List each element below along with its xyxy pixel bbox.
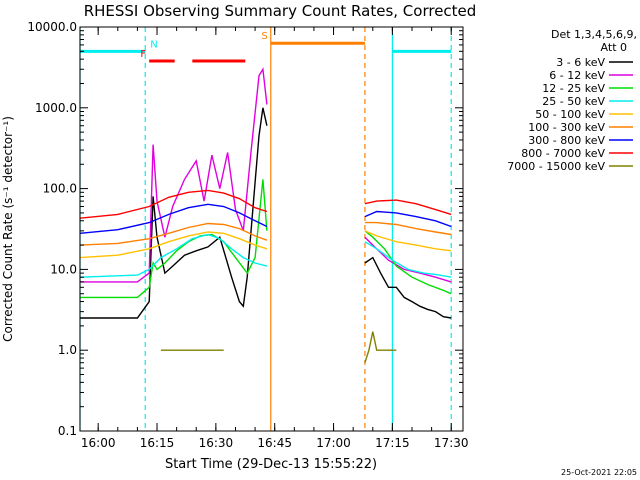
legend-item-label: 6 - 12 keV <box>549 69 605 82</box>
series-line <box>79 231 268 259</box>
series-line <box>79 189 268 219</box>
plot-frame <box>79 26 464 432</box>
series-800-7000keV <box>79 189 452 219</box>
series-25-50keV <box>79 233 452 278</box>
series-line <box>79 233 268 278</box>
series-line <box>364 236 452 283</box>
legend-header-line-1: Det 1,3,4,5,6,9, <box>551 28 637 41</box>
series-12-25keV <box>80 179 452 299</box>
y-tick-label: 1000.0 <box>35 101 77 115</box>
series-6-12keV <box>80 67 452 283</box>
y-tick-label: 100.0 <box>43 182 77 196</box>
x-tick-label: 16:45 <box>257 436 292 450</box>
y-axis: 0.1 1.0 10.0 100.0 1000.0 10000.0 <box>27 20 463 438</box>
x-tick-label: 16:15 <box>140 436 175 450</box>
series-line <box>80 67 268 283</box>
series-50-100keV <box>79 230 452 259</box>
legend-item-label: 3 - 6 keV <box>556 56 605 69</box>
y-tick-label: 1.0 <box>58 343 77 357</box>
y-tick-label: 10000.0 <box>27 20 77 34</box>
series-3-6keV <box>80 107 452 319</box>
chart-title: RHESSI Observing Summary Count Rates, Co… <box>84 2 477 20</box>
x-tick-label: 16:00 <box>81 436 116 450</box>
x-axis-label: Start Time (29-Dec-13 15:55:22) <box>165 457 377 472</box>
series-line <box>364 241 452 278</box>
y-axis-label: Corrected Count Rate (s⁻¹ detector⁻¹) <box>1 116 15 342</box>
series-line <box>364 199 452 216</box>
series-line <box>364 230 452 252</box>
series-7000-15000keV <box>160 331 397 363</box>
x-tick-label: 16:30 <box>199 436 234 450</box>
instrument-flags: NF S <box>80 31 452 63</box>
render-timestamp: 25-Oct-2021 22:05 <box>561 468 637 477</box>
series-line <box>79 203 268 234</box>
legend-item-label: 12 - 25 keV <box>542 82 605 95</box>
series-layer <box>79 67 452 363</box>
series-line <box>364 331 397 363</box>
series-line <box>364 230 452 295</box>
series-100-300keV <box>79 221 452 246</box>
series-line <box>80 107 268 319</box>
legend-item-label: 7000 - 15000 keV <box>507 160 605 173</box>
series-line <box>364 221 452 236</box>
series-line <box>364 210 452 228</box>
legend-item-label: 50 - 100 keV <box>535 108 605 121</box>
y-tick-label: 10.0 <box>50 262 77 276</box>
x-tick-label: 17:30 <box>434 436 469 450</box>
series-line <box>79 222 268 246</box>
x-tick-label: 17:00 <box>316 436 351 450</box>
flag-label: F <box>140 49 146 60</box>
legend-item-label: 800 - 7000 keV <box>521 147 605 160</box>
legend-header-line-2: Att 0 <box>601 41 627 54</box>
series-line <box>364 256 452 319</box>
flag-label: N <box>150 39 157 50</box>
flag-label: S <box>261 31 267 42</box>
legend-item-label: 100 - 300 keV <box>528 121 605 134</box>
x-axis: 16:00 16:15 16:30 16:45 17:00 17:15 17:30 <box>81 27 469 450</box>
legend-item-label: 25 - 50 keV <box>542 95 605 108</box>
y-tick-label: 0.1 <box>58 424 77 438</box>
series-300-800keV <box>79 203 452 234</box>
legend-item-label: 300 - 800 keV <box>528 134 605 147</box>
x-tick-label: 17:15 <box>375 436 410 450</box>
